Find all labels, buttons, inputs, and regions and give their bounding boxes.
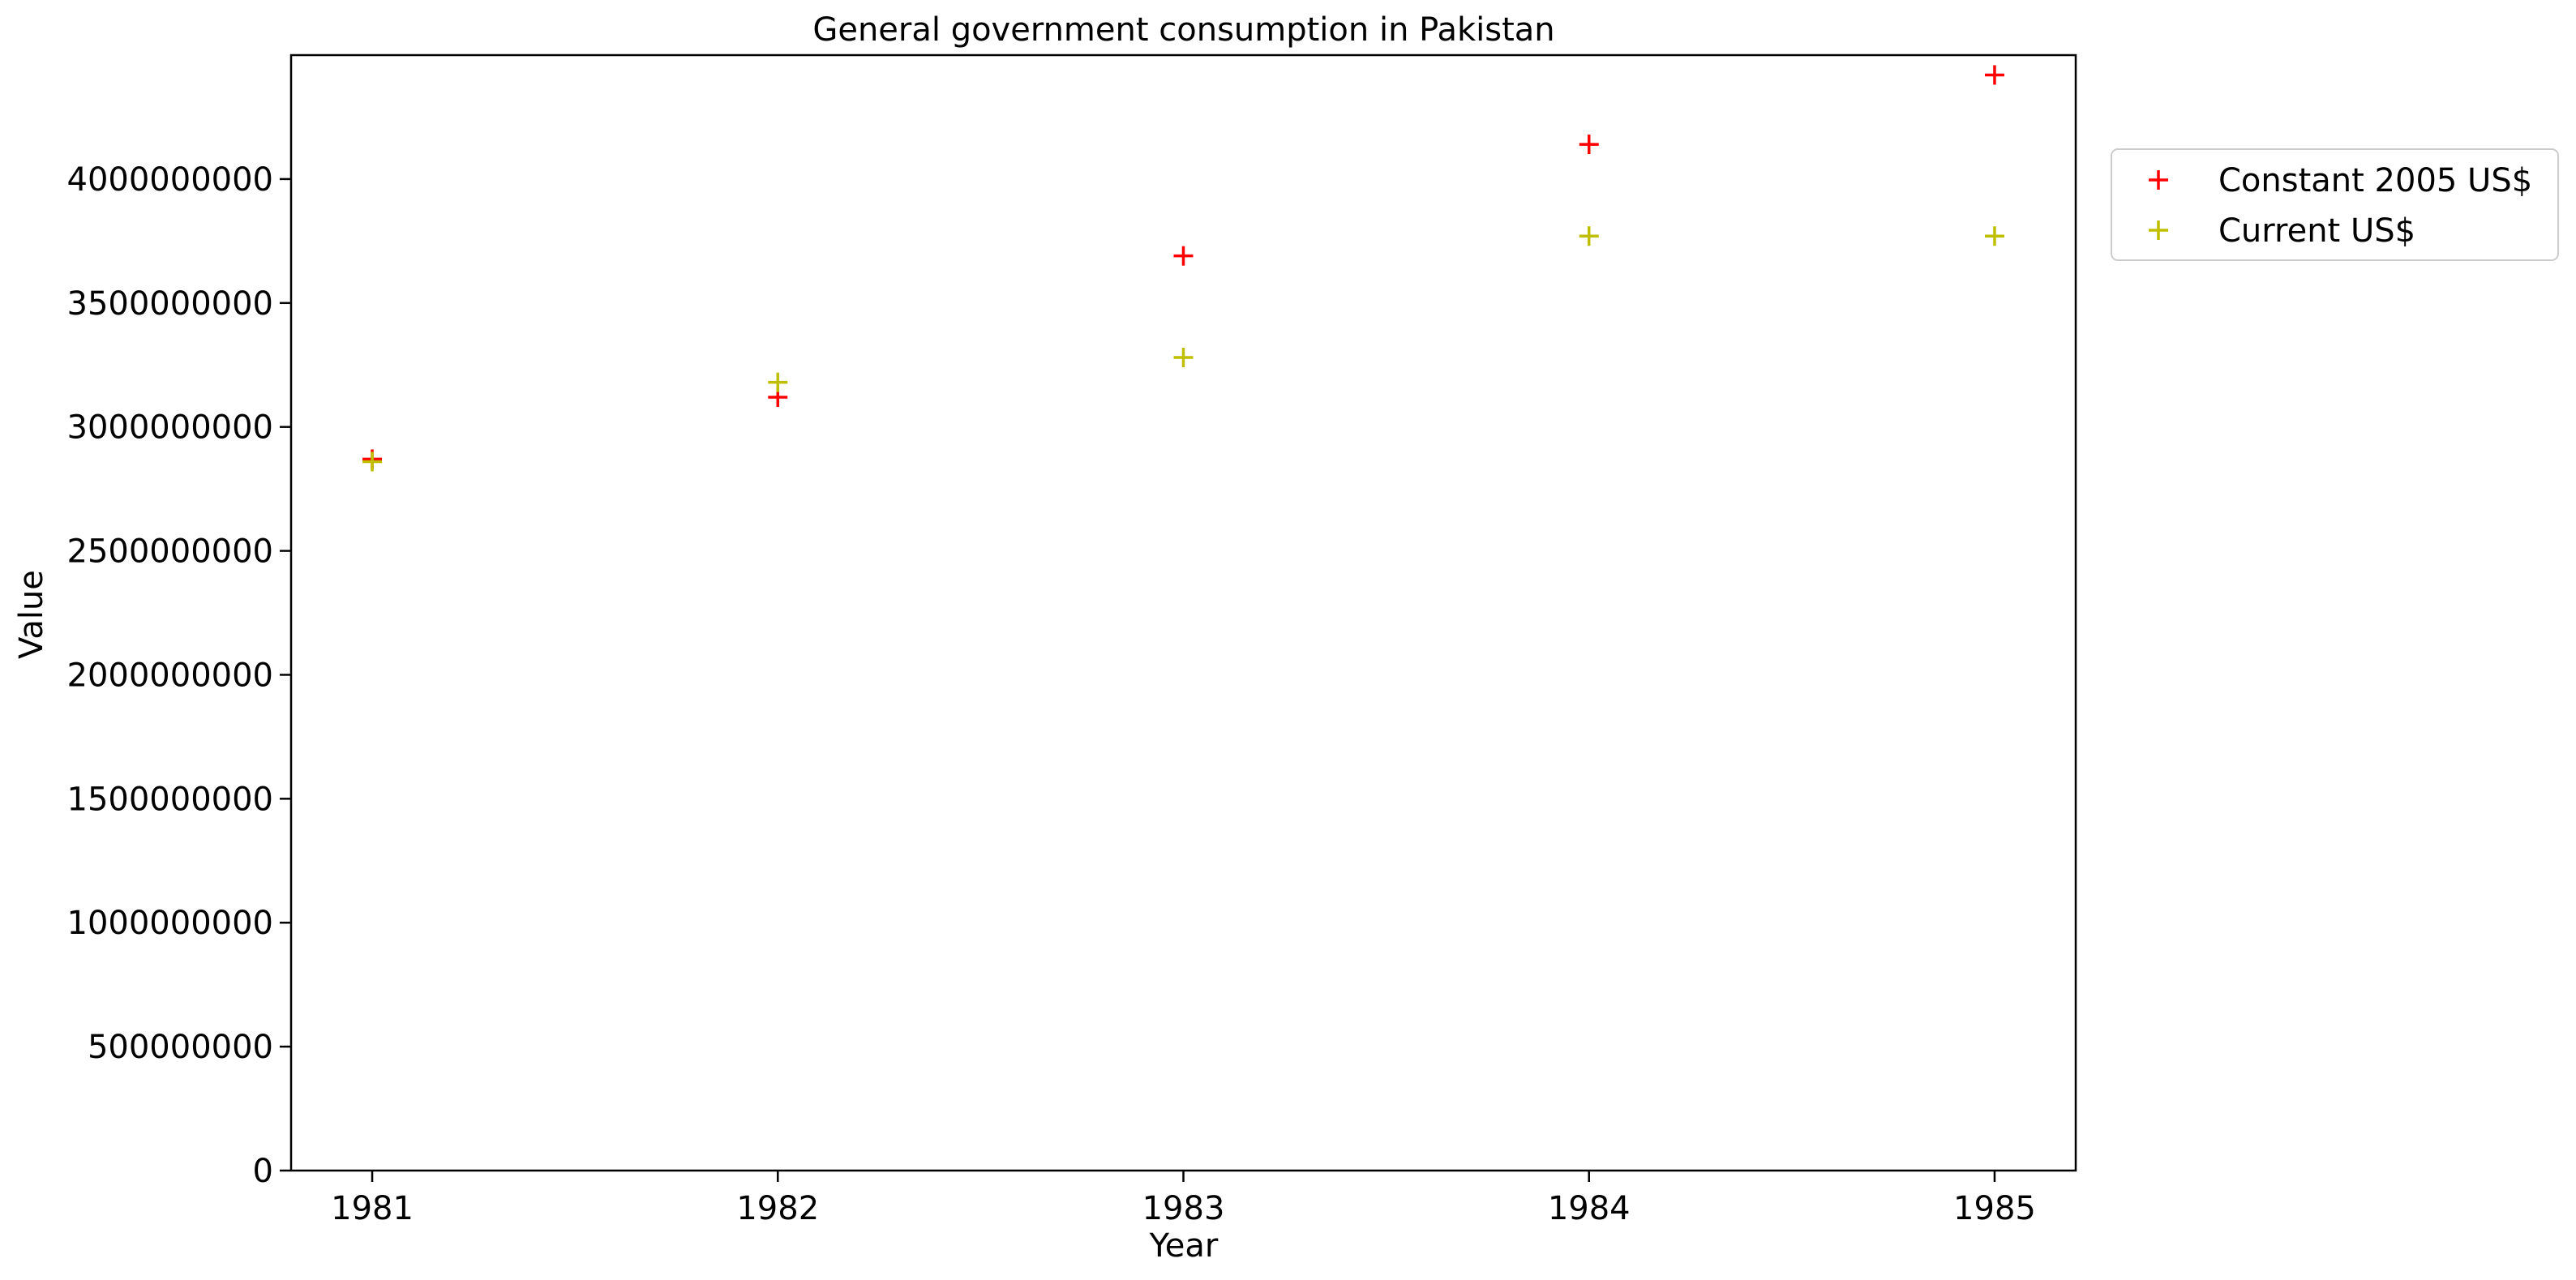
legend-frame xyxy=(2111,148,2559,261)
legend-items: Constant 2005 US$ Current US$ xyxy=(2149,162,2532,250)
plot-area-frame xyxy=(289,54,2077,1172)
data-point-current-usd xyxy=(362,452,383,472)
data-point-constant-2005-usd xyxy=(1984,65,2004,85)
y-tick-label: 500000000 xyxy=(88,1029,273,1066)
data-point-current-usd xyxy=(1579,226,1599,246)
x-tick-label: 1981 xyxy=(331,1190,414,1227)
y-tick-label: 4000000000 xyxy=(67,161,274,199)
y-axis-ticks: 0 500000000 1000000000 1500000000 2000000000… xyxy=(67,161,291,1190)
legend-marker xyxy=(2149,220,2168,240)
legend-label: Constant 2005 US$ xyxy=(2218,162,2532,199)
x-axis-title: Year xyxy=(1149,1227,1219,1265)
y-tick-label: 1000000000 xyxy=(67,905,274,942)
y-tick-label: 2000000000 xyxy=(67,657,274,694)
data-points xyxy=(362,65,2004,472)
y-tick-label: 2500000000 xyxy=(67,533,274,571)
legend-marker xyxy=(2149,170,2168,190)
y-axis-title: Value xyxy=(13,570,50,659)
y-tick-label: 1500000000 xyxy=(67,781,274,818)
legend: Constant 2005 US$ Current US$ xyxy=(2111,148,2559,261)
chart-title: General government consumption in Pakist… xyxy=(812,11,1554,49)
data-point-constant-2005-usd xyxy=(1173,246,1194,266)
data-point-current-usd xyxy=(1173,348,1194,368)
x-tick-label: 1985 xyxy=(1953,1190,2036,1227)
data-point-current-usd xyxy=(1984,226,2004,246)
y-tick-label: 0 xyxy=(253,1153,273,1190)
data-point-constant-2005-usd xyxy=(1579,135,1599,155)
x-tick-label: 1984 xyxy=(1548,1190,1631,1227)
y-tick-label: 3000000000 xyxy=(67,409,274,447)
y-tick-label: 3500000000 xyxy=(67,285,274,323)
x-axis-ticks: 1981 1982 1983 1984 1985 xyxy=(331,1171,2036,1227)
legend-label: Current US$ xyxy=(2218,212,2415,250)
x-tick-label: 1982 xyxy=(736,1190,819,1227)
x-tick-label: 1983 xyxy=(1142,1190,1225,1227)
data-point-current-usd xyxy=(768,372,788,392)
